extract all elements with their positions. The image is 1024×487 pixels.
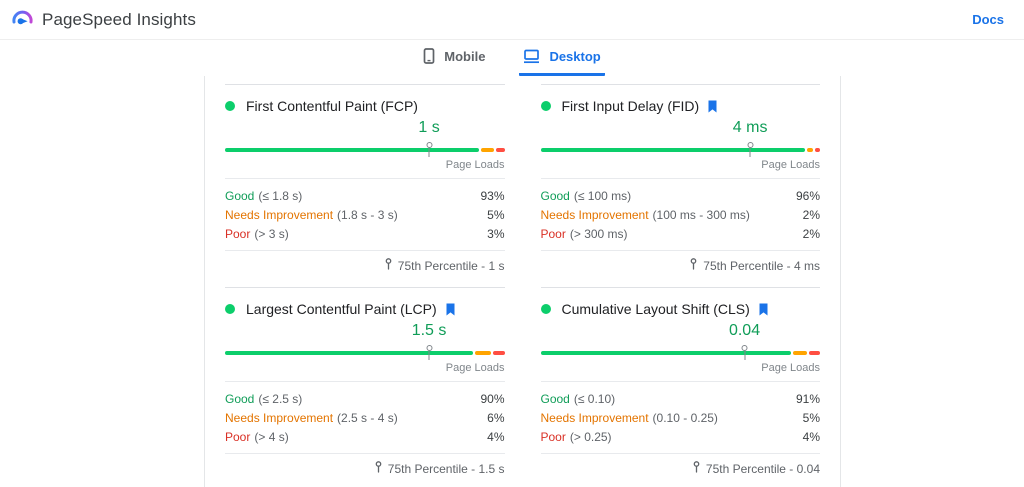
percentile-text: 75th Percentile - 4 ms <box>703 258 820 273</box>
desktop-icon <box>523 49 540 64</box>
metrics-grid: First Contentful Paint (FCP) 1 s Page Lo… <box>225 84 821 487</box>
percentile-marker-pin <box>741 345 748 360</box>
row-needs-improvement: Needs Improvement (100 ms - 300 ms) 2% <box>540 207 821 222</box>
metric-card-fcp: First Contentful Paint (FCP) 1 s Page Lo… <box>225 84 505 287</box>
percentile-footer: 75th Percentile - 0.04 <box>541 461 820 476</box>
pin-icon <box>384 258 393 273</box>
row-poor: Poor (> 300 ms) 2% <box>540 226 821 241</box>
percentile-footer: 75th Percentile - 1 s <box>225 258 505 273</box>
metric-title: Cumulative Layout Shift (CLS) <box>561 301 750 317</box>
bar-segment-good <box>540 351 792 355</box>
page-loads-label: Page Loads <box>445 362 505 374</box>
page-loads-label: Page Loads <box>761 159 820 171</box>
bar-segment-poor <box>496 148 505 152</box>
distribution-bar <box>225 142 505 157</box>
percentile-text: 75th Percentile - 0.04 <box>705 461 820 476</box>
metric-status-dot <box>540 304 551 314</box>
metric-status-dot <box>225 101 235 111</box>
bar-segment-needs-improvement <box>480 148 495 152</box>
row-poor: Poor (> 0.25) 4% <box>540 429 821 444</box>
metric-title: Largest Contentful Paint (LCP) <box>246 301 437 317</box>
report-container: First Contentful Paint (FCP) 1 s Page Lo… <box>204 76 841 487</box>
page-loads-label: Page Loads <box>445 159 505 171</box>
pin-icon <box>374 461 383 476</box>
metric-value: 4 ms <box>732 119 768 136</box>
row-good: Good (≤ 2.5 s) 90% <box>225 391 505 406</box>
divider <box>540 178 820 179</box>
bar-segment-needs-improvement <box>793 351 807 355</box>
percentile-text: 75th Percentile - 1 s <box>397 258 505 273</box>
metric-value: 0.04 <box>728 322 761 339</box>
row-poor: Poor (> 4 s) 4% <box>225 429 505 444</box>
distribution-rows: Good (≤ 0.10) 91% Needs Improvement (0.10 -… <box>541 389 821 446</box>
app-header: PageSpeed Insights Docs <box>0 0 1024 40</box>
metric-value: 1.5 s <box>411 322 447 339</box>
device-tabbar: Mobile Desktop <box>0 40 1024 76</box>
metric-title: First Input Delay (FID) <box>561 98 700 114</box>
row-good: Good (≤ 100 ms) 96% <box>540 188 821 203</box>
bar-segment-needs-improvement <box>474 351 492 355</box>
bar-segment-good <box>540 148 805 152</box>
metric-status-dot <box>225 304 235 314</box>
pagespeed-logo-icon <box>10 5 34 34</box>
metric-card-cls: Cumulative Layout Shift (CLS) 0.04 Page … <box>540 287 821 487</box>
pin-icon <box>689 258 698 273</box>
divider <box>540 381 820 382</box>
divider <box>225 381 505 382</box>
bookmark-icon <box>707 100 718 113</box>
divider <box>540 453 820 454</box>
percentile-text: 75th Percentile - 1.5 s <box>387 461 505 476</box>
bar-segment-poor <box>814 148 821 152</box>
row-needs-improvement: Needs Improvement (1.8 s - 3 s) 5% <box>225 207 505 222</box>
tab-mobile[interactable]: Mobile <box>419 44 489 76</box>
app-title: PageSpeed Insights <box>42 9 196 29</box>
row-poor: Poor (> 3 s) 3% <box>225 226 505 241</box>
tab-mobile-label: Mobile <box>444 48 486 64</box>
metric-status-dot <box>540 101 551 111</box>
docs-link[interactable]: Docs <box>972 12 1004 27</box>
bar-segment-poor <box>808 351 820 355</box>
percentile-marker-pin <box>426 345 433 360</box>
row-good: Good (≤ 1.8 s) 93% <box>225 188 505 203</box>
bar-segment-good <box>225 148 479 152</box>
metric-value: 1 s <box>418 119 440 136</box>
bar-segment-good <box>225 351 473 355</box>
bar-segment-needs-improvement <box>806 148 813 152</box>
bar-segment-poor <box>493 351 505 355</box>
divider <box>540 250 820 251</box>
distribution-rows: Good (≤ 100 ms) 96% Needs Improvement (100 … <box>541 186 821 243</box>
percentile-marker-pin <box>747 142 754 157</box>
metric-title: First Contentful Paint (FCP) <box>246 98 418 114</box>
distribution-bar <box>540 142 821 157</box>
divider <box>225 250 505 251</box>
divider <box>225 453 505 454</box>
brand[interactable]: PageSpeed Insights <box>10 5 196 34</box>
pin-icon <box>692 461 701 476</box>
row-needs-improvement: Needs Improvement (2.5 s - 4 s) 6% <box>225 410 505 425</box>
distribution-rows: Good (≤ 2.5 s) 90% Needs Improvement (2.5 s… <box>225 389 505 446</box>
distribution-rows: Good (≤ 1.8 s) 93% Needs Improvement (1.8 s… <box>225 186 505 243</box>
row-needs-improvement: Needs Improvement (0.10 - 0.25) 5% <box>540 410 821 425</box>
row-good: Good (≤ 0.10) 91% <box>540 391 821 406</box>
percentile-footer: 75th Percentile - 1.5 s <box>225 461 505 476</box>
bookmark-icon <box>758 303 769 316</box>
percentile-marker-pin <box>426 142 433 157</box>
divider <box>225 178 505 179</box>
bookmark-icon <box>445 303 456 316</box>
phone-icon <box>423 48 435 64</box>
metric-card-lcp: Largest Contentful Paint (LCP) 1.5 s Pag… <box>225 287 505 487</box>
distribution-bar <box>225 345 505 360</box>
page-loads-label: Page Loads <box>761 362 820 374</box>
percentile-footer: 75th Percentile - 4 ms <box>541 258 820 273</box>
tab-desktop[interactable]: Desktop <box>519 45 605 76</box>
tab-desktop-label: Desktop <box>549 49 601 64</box>
metric-card-fid: First Input Delay (FID) 4 ms Page Loads … <box>540 84 821 287</box>
distribution-bar <box>540 345 820 360</box>
